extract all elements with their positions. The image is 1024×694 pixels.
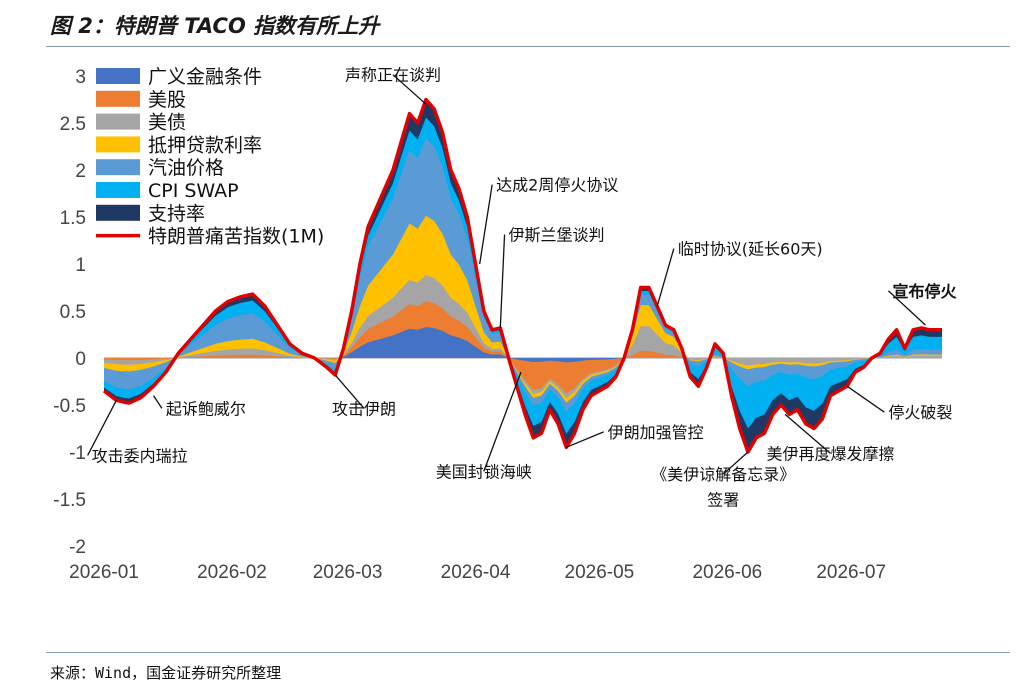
y-axis-ticks: 3 2.5 2 1.5 1 0.5 0 -0.5 -1 -1.5 -2: [53, 67, 86, 558]
x-tick-label: 2026-06: [692, 562, 762, 583]
annotation-label: 攻击伊朗: [332, 399, 396, 418]
annotation-leader: [888, 290, 926, 326]
annotation-leader: [87, 399, 117, 456]
annotation-leader: [152, 395, 163, 409]
misery-index-line: [102, 97, 942, 454]
annotation-label: 达成2周停火协议: [496, 176, 618, 195]
legend-label: 支持率: [148, 203, 205, 225]
source-divider: [46, 652, 1010, 653]
annotation-label: 美伊再度爆发摩擦: [767, 445, 895, 464]
annotation-label: 停火破裂: [888, 403, 952, 422]
legend-swatch: [96, 68, 140, 84]
source-note: 来源：Wind，国金证券研究所整理: [50, 664, 282, 682]
legend-label: 汽油价格: [148, 157, 224, 179]
y-tick-label: 0: [75, 349, 86, 370]
misery-index-path: [102, 97, 942, 454]
y-tick-label: 1: [75, 255, 86, 276]
y-tick-label: 2: [75, 161, 86, 182]
legend-label: 美债: [148, 112, 186, 134]
y-tick-label: -0.5: [53, 396, 86, 417]
legend-swatch: [96, 136, 140, 153]
annotation-leader: [566, 431, 604, 448]
legend-swatch: [96, 159, 140, 176]
x-axis-ticks: 2026-01 2026-02 2026-03 2026-04 2026-05 2026-…: [69, 562, 886, 583]
annotation-label: 伊朗加强管控: [608, 423, 704, 442]
annotation-label: 声称正在谈判: [345, 66, 441, 85]
annotation-label: 签署: [707, 491, 739, 510]
annotation-label: 临时协议(延长60天): [678, 240, 823, 259]
x-tick-label: 2026-03: [313, 562, 383, 583]
annotation-leader: [334, 374, 365, 409]
x-tick-label: 2026-01: [69, 562, 139, 583]
annotation-label: 起诉鲍威尔: [166, 399, 246, 418]
legend-label: 广义金融条件: [148, 66, 262, 88]
legend-swatch: [96, 182, 140, 198]
y-tick-label: 0.5: [60, 302, 86, 323]
y-tick-label: -1: [69, 443, 86, 464]
annotation-label: 美国封锁海峡: [436, 462, 532, 481]
area-band-1: [104, 301, 942, 394]
legend-label: 抵押贷款利率: [148, 134, 262, 156]
y-tick-label: -1.5: [53, 490, 86, 511]
annotation-leader: [846, 385, 885, 413]
x-tick-label: 2026-05: [565, 562, 635, 583]
annotation-leader: [656, 248, 675, 307]
y-tick-label: 1.5: [60, 208, 86, 229]
legend-swatch: [96, 90, 140, 107]
x-tick-label: 2026-07: [816, 562, 886, 583]
annotation-label: 攻击委内瑞拉: [92, 446, 188, 465]
legend-label: 美股: [148, 89, 186, 111]
y-tick-label: 2.5: [60, 114, 86, 135]
annotation-label: 《美伊谅解备忘录》: [651, 465, 795, 484]
legend-swatch: [96, 204, 140, 221]
legend-label: CPI SWAP: [148, 180, 239, 202]
annotation-leader: [479, 184, 493, 265]
legend-label: 特朗普痛苦指数(1M): [148, 226, 324, 248]
stacked-area-layers: [104, 99, 942, 452]
annotation-leader: [499, 234, 506, 328]
x-tick-label: 2026-04: [441, 562, 511, 583]
annotation-label: 伊斯兰堡谈判: [509, 226, 605, 245]
annotation-leader: [784, 413, 831, 455]
annotation-leader: [722, 451, 749, 475]
title-divider: [46, 46, 1010, 47]
annotation-leader: [392, 74, 427, 105]
y-tick-label: -2: [69, 537, 86, 558]
figure-title: 图 2：特朗普 TACO 指数有所上升: [50, 14, 380, 38]
legend-swatch: [96, 113, 140, 130]
annotation-leader: [483, 371, 522, 472]
annotation-label: 宣布停火: [892, 282, 957, 301]
y-tick-label: 3: [75, 67, 86, 88]
x-tick-label: 2026-02: [197, 562, 267, 583]
